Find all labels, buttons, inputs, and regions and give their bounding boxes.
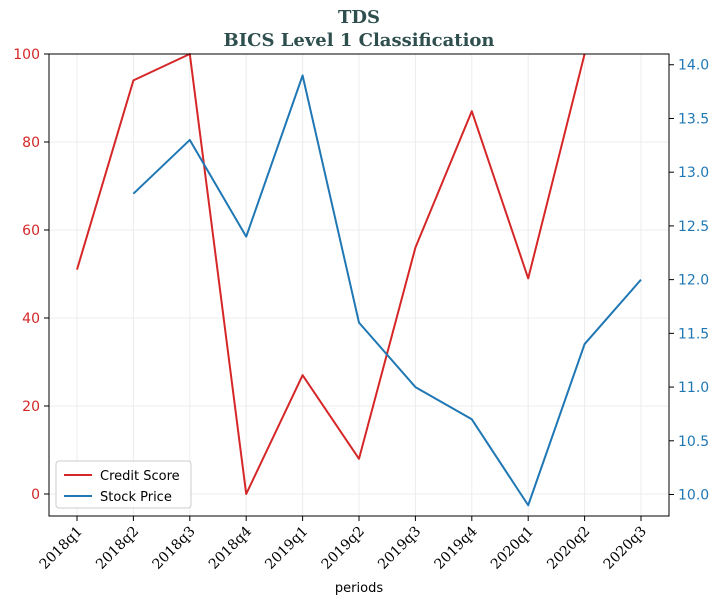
left-tick-label: 100 [13,47,40,63]
left-tick-label: 20 [22,399,40,415]
right-tick-label: 11.5 [678,326,709,342]
right-tick-label: 13.0 [678,165,709,181]
right-tick-label: 10.5 [678,434,709,450]
right-tick-label: 11.0 [678,380,709,396]
x-tick-label: 2018q3 [149,524,198,573]
chart-subtitle: BICS Level 1 Classification [223,30,494,51]
left-tick-label: 60 [22,223,40,239]
legend-label-stock-price: Stock Price [100,490,172,505]
x-tick-label: 2019q3 [375,524,424,573]
series-lines [76,53,642,507]
x-axis-label: periods [335,581,383,596]
right-tick-label: 14.0 [678,58,709,74]
right-tick-label: 12.0 [678,273,709,289]
x-tick-label: 2020q3 [601,524,650,573]
x-axis: 2018q1 2018q2 2018q3 2018q4 2019q1 2019q2 2019… [37,516,650,573]
x-tick-label: 2019q4 [431,523,480,572]
x-tick-label: 2020q2 [544,524,593,573]
x-tick-label: 2019q1 [262,524,311,573]
x-tick-label: 2020q1 [488,524,537,573]
x-tick-label: 2018q2 [93,524,142,573]
right-axis: 10.0 10.5 11.0 11.5 12.0 12.5 13.0 13.5 14.0 [669,58,709,504]
left-tick-label: 80 [22,135,40,151]
legend: Credit Score Stock Price [55,460,192,509]
series-line-credit-score [76,53,586,495]
right-tick-label: 10.0 [678,488,709,504]
right-tick-label: 13.5 [678,111,709,127]
grid [49,53,669,516]
legend-label-credit-score: Credit Score [100,469,180,484]
x-tick-label: 2018q1 [37,524,86,573]
series-line-stock-price [132,74,642,507]
left-tick-label: 40 [22,311,40,327]
left-axis: 0 20 40 60 80 100 [13,47,49,503]
chart-title: TDS [338,7,380,28]
right-tick-label: 12.5 [678,219,709,235]
x-tick-label: 2018q4 [206,523,255,572]
left-tick-label: 0 [31,487,40,503]
x-tick-label: 2019q2 [319,524,368,573]
